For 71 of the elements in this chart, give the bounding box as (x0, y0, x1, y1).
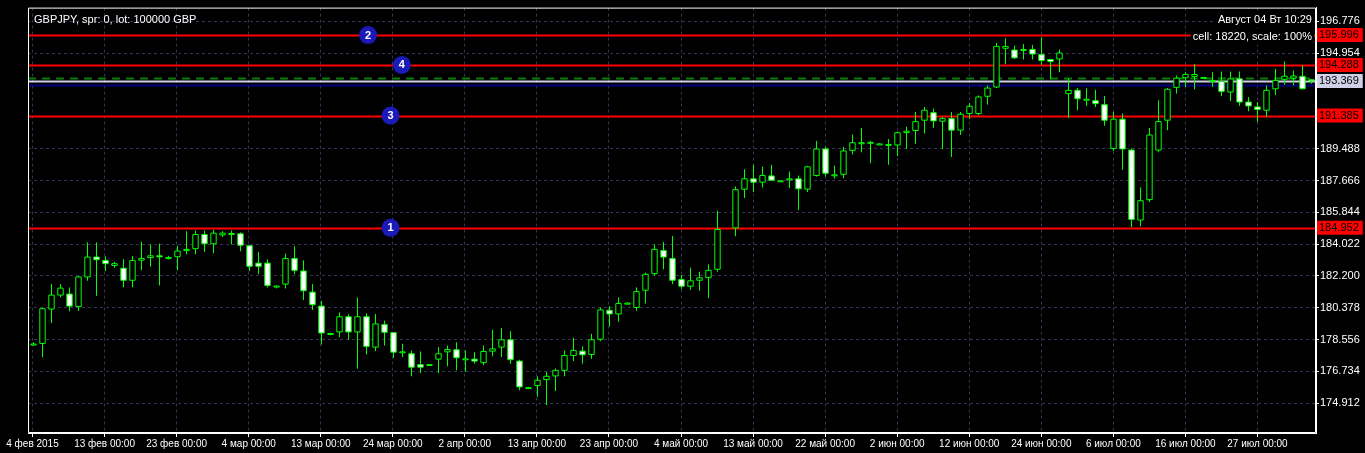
x-tick-label: 4 май 00:00 (653, 437, 709, 449)
y-tick-label: 189.488 (1320, 141, 1360, 154)
x-tick-label: 4 фев 2015 (6, 437, 60, 449)
candlestick (489, 329, 496, 357)
candlestick (237, 231, 244, 252)
ref-line-label: 194.288 (1319, 57, 1359, 70)
y-tick-label: 174.912 (1320, 396, 1360, 409)
x-tick-label: 13 апр 00:00 (507, 437, 567, 449)
candlestick (1236, 70, 1243, 107)
candlestick (912, 111, 919, 145)
x-tick-label: 16 июл 00:00 (1155, 437, 1217, 449)
y-tick-label: 194.954 (1320, 46, 1360, 59)
y-tick-label: 196.776 (1320, 14, 1360, 27)
x-tick-label: 2 июн 00:00 (869, 437, 925, 449)
candlestick (840, 146, 847, 179)
candlestick (561, 349, 568, 377)
candlestick (588, 333, 595, 360)
x-tick-label: 23 фев 00:00 (146, 437, 208, 449)
annotation: 3 (387, 109, 394, 122)
candlestick (1227, 70, 1234, 102)
annotation: 2 (364, 28, 372, 41)
x-tick-label: 4 мар 00:00 (221, 437, 277, 449)
x-tick-label: 24 июн 00:00 (1011, 437, 1072, 449)
ref-line-label: 184.952 (1319, 220, 1359, 233)
candlestick (939, 116, 946, 150)
y-tick-label: 180.378 (1320, 300, 1360, 313)
x-tick-label: 24 мар 00:00 (362, 437, 424, 449)
annotation: 1 (387, 221, 394, 234)
candlestick (696, 271, 703, 292)
candlestick (687, 267, 694, 291)
candlestick (246, 244, 253, 272)
candlestick (381, 320, 388, 347)
y-tick-label: 176.734 (1320, 364, 1360, 377)
x-tick-label: 13 фев 00:00 (74, 437, 136, 449)
y-tick-label: 184.022 (1320, 237, 1360, 250)
x-tick-label: 13 май 00:00 (723, 437, 784, 449)
ref-line-label: 191.385 (1319, 108, 1359, 121)
y-tick-label: 187.666 (1320, 173, 1360, 186)
candlestick (741, 168, 748, 199)
candlestick (948, 111, 955, 158)
candlestick (750, 164, 757, 193)
candlestick (804, 165, 811, 193)
candlestick (849, 134, 856, 155)
candlestick (759, 166, 766, 188)
y-tick-label: 182.200 (1320, 268, 1360, 281)
text: GBPJPY, spr: 0, lot: 100000 GBP (34, 13, 197, 26)
annotation: cell: 18220, scale: 100% (1192, 30, 1313, 43)
annotation: 4 (398, 58, 406, 71)
x-tick-label: 6 июл 00:00 (1085, 437, 1142, 449)
candlestick (1101, 95, 1108, 127)
y-tick-label: 185.844 (1320, 205, 1360, 218)
x-tick-label: 22 май 00:00 (795, 437, 856, 449)
candlestick (633, 286, 640, 312)
y-tick-label: 178.556 (1320, 332, 1360, 345)
candlestick (435, 346, 442, 374)
candlestick (372, 313, 379, 352)
candlestick (408, 349, 415, 377)
ref-line-label: 193.369 (1319, 73, 1359, 86)
candlestick (390, 332, 397, 359)
candlestick (1002, 37, 1009, 65)
ref-line-label: 195.996 (1319, 28, 1359, 41)
x-tick-label: 2 апр 00:00 (438, 437, 492, 449)
x-tick-label: 23 апр 00:00 (579, 437, 639, 449)
x-tick-label: 13 мар 00:00 (290, 437, 352, 449)
candlestick (1038, 36, 1045, 66)
annotation: Август 04 Вт 10:29 (1217, 13, 1312, 26)
candlestick (417, 350, 424, 374)
x-tick-label: 12 июн 00:00 (939, 437, 1000, 449)
x-tick-label: 27 июл 00:00 (1227, 437, 1289, 449)
candlestick (498, 327, 505, 358)
candlestick (1137, 186, 1144, 227)
